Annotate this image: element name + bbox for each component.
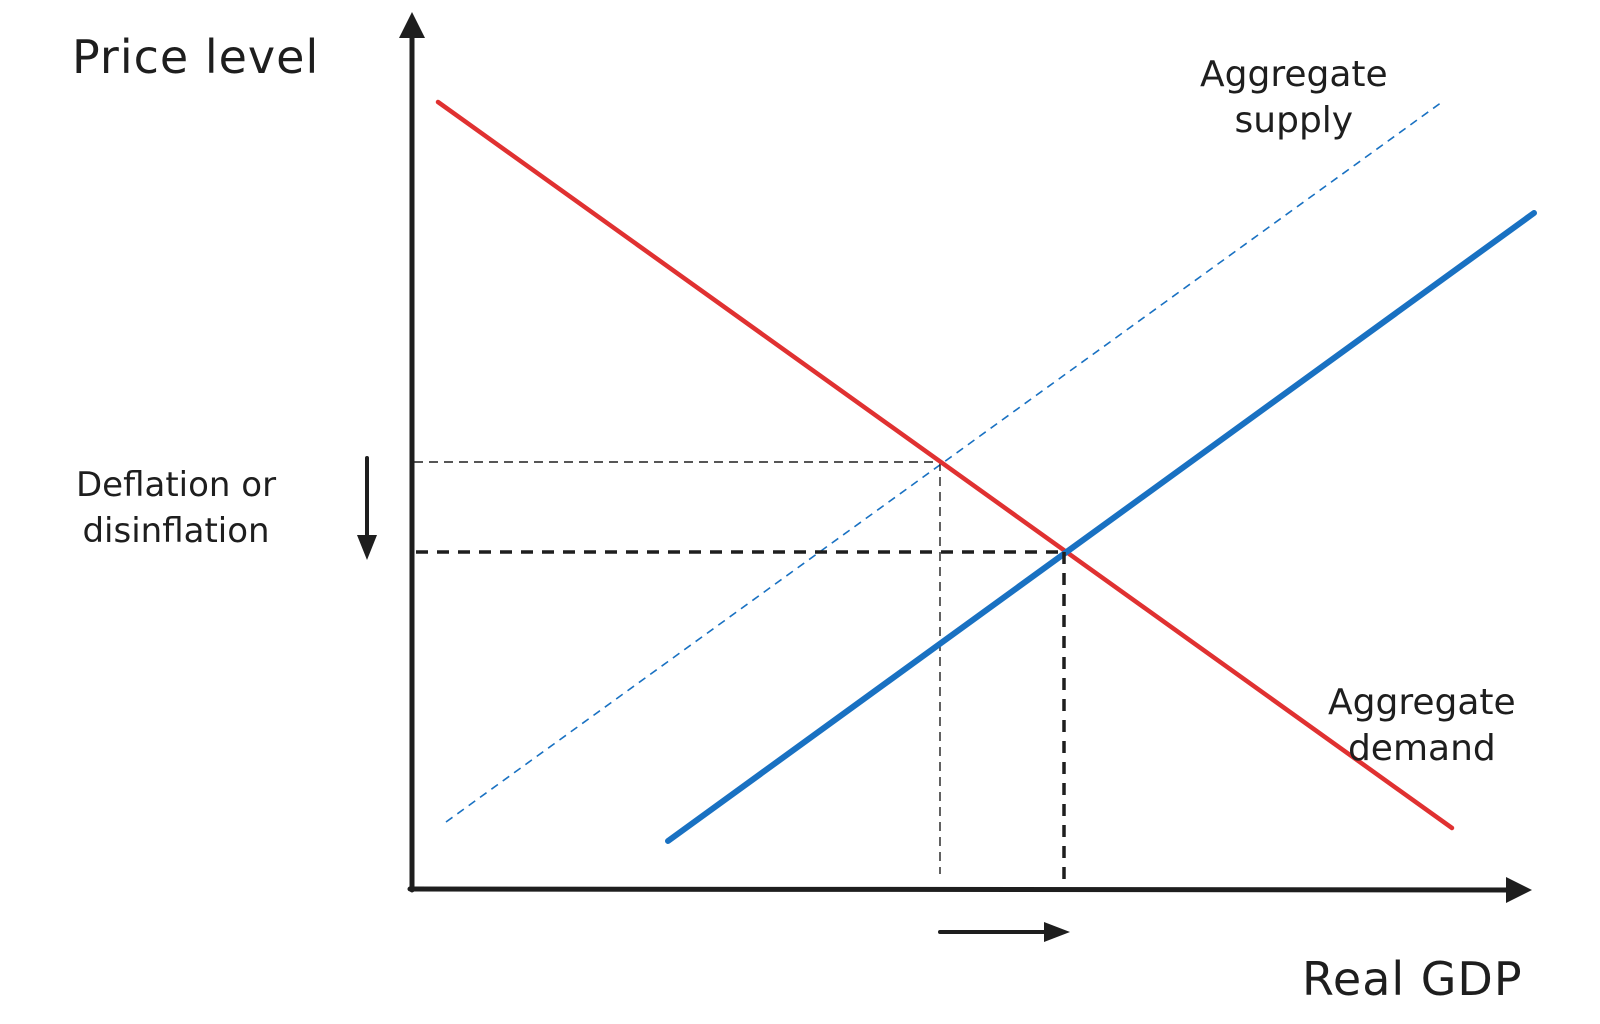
- original-supply-curve: [445, 101, 1443, 823]
- price-decrease-arrowhead: [357, 535, 377, 560]
- supply-label-line1: Aggregate: [1200, 54, 1388, 95]
- demand-label-line1: Aggregate: [1328, 682, 1516, 723]
- demand-curve: [435, 99, 1455, 831]
- new-supply-curve: [665, 210, 1537, 844]
- price-change-line2: disinflation: [82, 511, 270, 551]
- y-axis-title: Price level: [72, 30, 320, 84]
- supply-label-line2: supply: [1234, 100, 1354, 141]
- output-increase-arrowhead: [1044, 922, 1070, 942]
- demand-curve-label: Aggregate demand: [1328, 680, 1516, 772]
- supply-curve-label: Aggregate supply: [1200, 52, 1388, 144]
- x-axis-arrowhead: [1506, 877, 1532, 903]
- price-change-line1: Deflation or: [76, 465, 277, 505]
- price-change-label: Deflation or disinflation: [76, 462, 276, 554]
- x-axis: [407, 886, 1523, 893]
- y-axis-arrowhead: [399, 12, 425, 38]
- x-axis-title: Real GDP: [1302, 952, 1523, 1006]
- demand-label-line2: demand: [1347, 728, 1496, 769]
